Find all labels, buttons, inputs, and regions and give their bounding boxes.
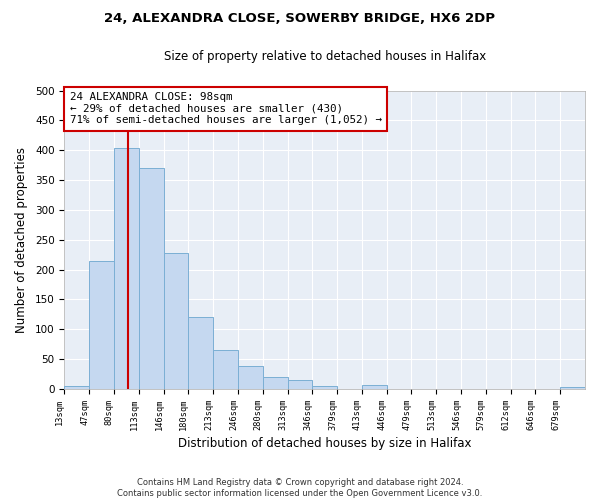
Bar [213, 350, 238, 389]
Bar [362, 384, 386, 389]
Text: 24, ALEXANDRA CLOSE, SOWERBY BRIDGE, HX6 2DP: 24, ALEXANDRA CLOSE, SOWERBY BRIDGE, HX6… [104, 12, 496, 26]
Bar [313, 386, 337, 389]
Bar [64, 386, 89, 389]
Text: 24 ALEXANDRA CLOSE: 98sqm
← 29% of detached houses are smaller (430)
71% of semi: 24 ALEXANDRA CLOSE: 98sqm ← 29% of detac… [70, 92, 382, 125]
Title: Size of property relative to detached houses in Halifax: Size of property relative to detached ho… [164, 50, 486, 63]
Bar [139, 168, 164, 389]
Bar [114, 148, 139, 389]
Bar [560, 387, 585, 389]
Bar [89, 260, 114, 389]
Bar [263, 377, 287, 389]
Bar [238, 366, 263, 389]
Text: Contains HM Land Registry data © Crown copyright and database right 2024.
Contai: Contains HM Land Registry data © Crown c… [118, 478, 482, 498]
X-axis label: Distribution of detached houses by size in Halifax: Distribution of detached houses by size … [178, 437, 472, 450]
Y-axis label: Number of detached properties: Number of detached properties [15, 146, 28, 332]
Bar [164, 253, 188, 389]
Bar [287, 380, 313, 389]
Bar [188, 317, 213, 389]
